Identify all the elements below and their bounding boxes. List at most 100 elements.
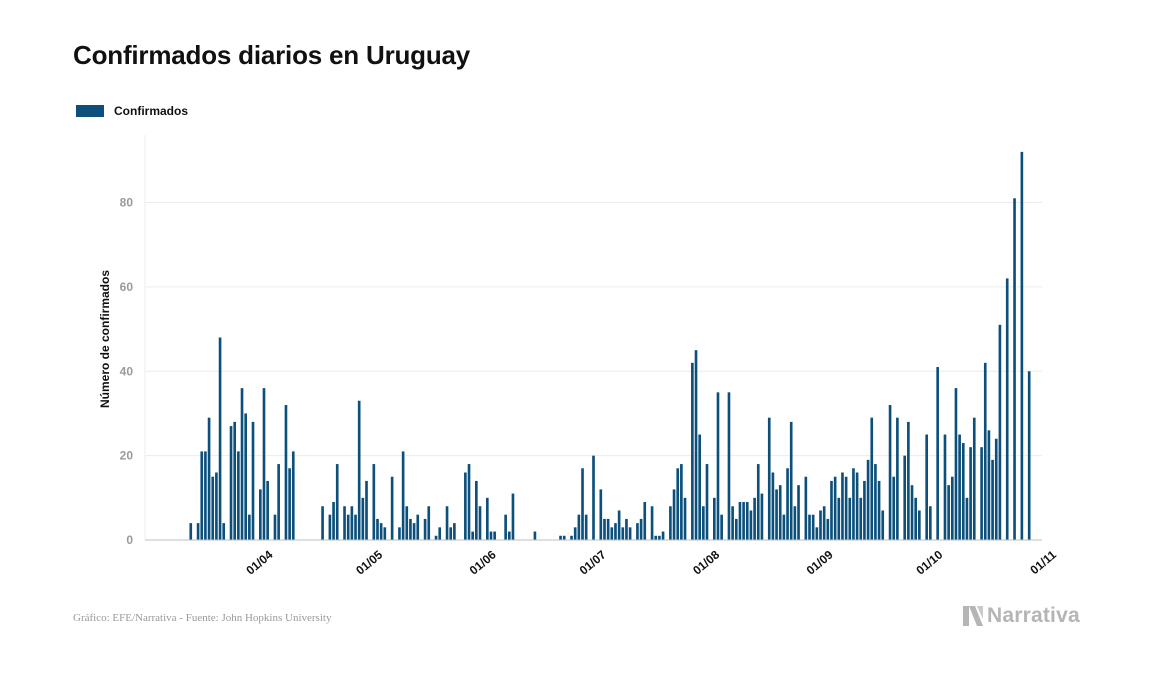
bar (727, 392, 731, 540)
bar (731, 506, 734, 540)
bar (262, 388, 266, 541)
bar (918, 510, 921, 540)
bar (434, 535, 438, 540)
bar (680, 464, 683, 540)
bar (972, 417, 976, 540)
bar (742, 502, 745, 540)
bar (815, 527, 819, 540)
bar (925, 434, 928, 540)
bar (833, 476, 837, 540)
bar (475, 480, 478, 540)
bar (669, 506, 672, 540)
bar (683, 497, 687, 540)
bar (445, 506, 449, 540)
bar (694, 350, 698, 540)
bar (910, 485, 914, 540)
bar (672, 489, 676, 541)
bar (658, 535, 661, 540)
bar (705, 464, 709, 540)
bar (782, 514, 786, 540)
bar (855, 472, 859, 540)
y-tick-label: 80 (120, 196, 134, 210)
y-axis-label: Número de confirmados (98, 270, 112, 408)
bar (284, 405, 288, 540)
bar (643, 502, 647, 540)
bar (793, 506, 797, 540)
bar (398, 527, 401, 540)
bar (987, 430, 991, 540)
x-tick-label: 01/04 (243, 547, 275, 577)
y-tick-label: 0 (126, 533, 133, 547)
bar (720, 514, 723, 540)
bar (412, 523, 416, 541)
bar (533, 531, 537, 540)
narrativa-logo-icon (963, 606, 983, 626)
bar (379, 523, 383, 541)
source-note: Gráfico: EFE/Narrativa - Fuente: John Ho… (73, 612, 332, 624)
bar (251, 421, 255, 541)
bar (852, 468, 855, 540)
x-tick-label: 01/08 (690, 547, 722, 577)
bar (698, 434, 701, 540)
bar (713, 497, 716, 540)
brand-logo: Narrativa (963, 604, 1080, 628)
bar (950, 476, 954, 540)
bar (427, 506, 431, 540)
bar (837, 497, 841, 540)
x-tick-label: 01/11 (1027, 547, 1059, 577)
bar (405, 506, 409, 540)
bar (811, 514, 815, 540)
bar (749, 510, 753, 540)
y-tick-label: 40 (120, 364, 134, 378)
bar (830, 480, 833, 540)
bar (797, 485, 800, 540)
bar (204, 451, 207, 540)
bar (903, 455, 907, 541)
bar (493, 531, 496, 540)
bar (859, 497, 863, 540)
bar (288, 468, 291, 540)
bar (471, 531, 474, 540)
bar (639, 518, 643, 540)
bar (321, 506, 324, 540)
bar (211, 476, 215, 540)
bar (661, 531, 665, 540)
bar (943, 434, 947, 540)
y-tick-label: 60 (120, 280, 134, 294)
bar (467, 464, 471, 540)
bar (896, 417, 899, 540)
bar (789, 421, 793, 541)
bar (841, 472, 844, 540)
bar (775, 489, 778, 541)
bar (273, 514, 277, 540)
axes: 0 20 40 60 80 01/04 01/05 01/06 01/07 01/08 01/09 0… (120, 135, 1059, 578)
bar (863, 480, 866, 540)
bar (328, 514, 332, 540)
bar (614, 523, 617, 541)
bar (991, 459, 994, 540)
bar (489, 531, 493, 540)
bar (870, 417, 874, 540)
bar (983, 362, 987, 540)
bar (464, 472, 467, 540)
bar (745, 502, 749, 540)
gridlines (145, 202, 1042, 457)
legend: Confirmados (76, 104, 188, 118)
bar (914, 497, 918, 540)
bar (994, 438, 998, 540)
bar (189, 523, 193, 541)
bar (628, 527, 632, 540)
bar (390, 476, 394, 540)
bar (738, 502, 742, 540)
bar (734, 518, 738, 540)
bar (961, 442, 965, 540)
bar (954, 388, 958, 541)
bar (844, 476, 848, 540)
bar (222, 523, 226, 541)
bar (365, 480, 368, 540)
bar (702, 506, 705, 540)
bar (559, 535, 562, 540)
bar (617, 510, 621, 540)
bar (570, 535, 573, 540)
bar (716, 392, 720, 540)
